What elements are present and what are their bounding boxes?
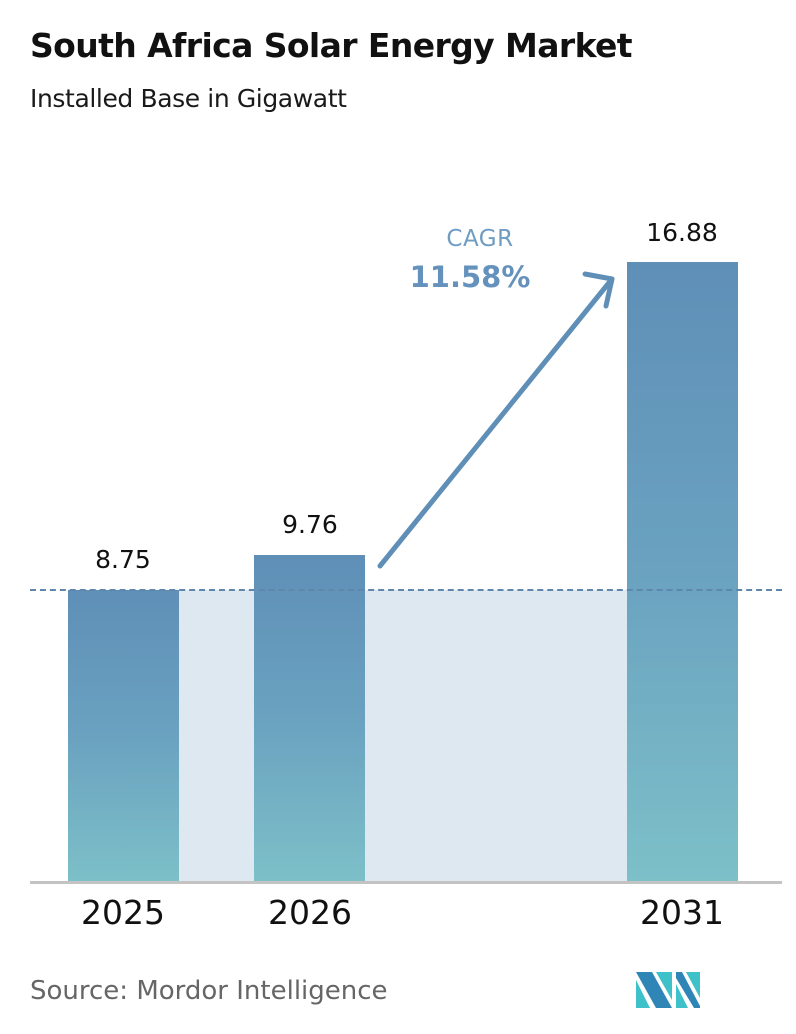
reference-line	[30, 589, 782, 591]
source-text: Source: Mordor Intelligence	[30, 976, 388, 1006]
cagr-value: 11.58%	[409, 260, 531, 294]
bar-2026	[254, 555, 365, 883]
x-axis-baseline	[30, 881, 782, 884]
cagr-label: CAGR	[446, 226, 514, 252]
bar-2025	[68, 590, 179, 883]
page-subtitle: Installed Base in Gigawatt	[30, 84, 347, 113]
x-tick-2026: 2026	[268, 893, 352, 932]
bar-2031	[627, 262, 738, 883]
mordor-intelligence-logo-icon	[636, 972, 700, 1008]
value-label-2026: 9.76	[282, 510, 338, 539]
x-tick-2031: 2031	[640, 893, 724, 932]
x-tick-2025: 2025	[81, 893, 165, 932]
value-label-2025: 8.75	[95, 545, 151, 574]
reference-shade	[178, 590, 627, 883]
page-title: South Africa Solar Energy Market	[30, 26, 633, 65]
value-label-2031: 16.88	[646, 218, 718, 247]
